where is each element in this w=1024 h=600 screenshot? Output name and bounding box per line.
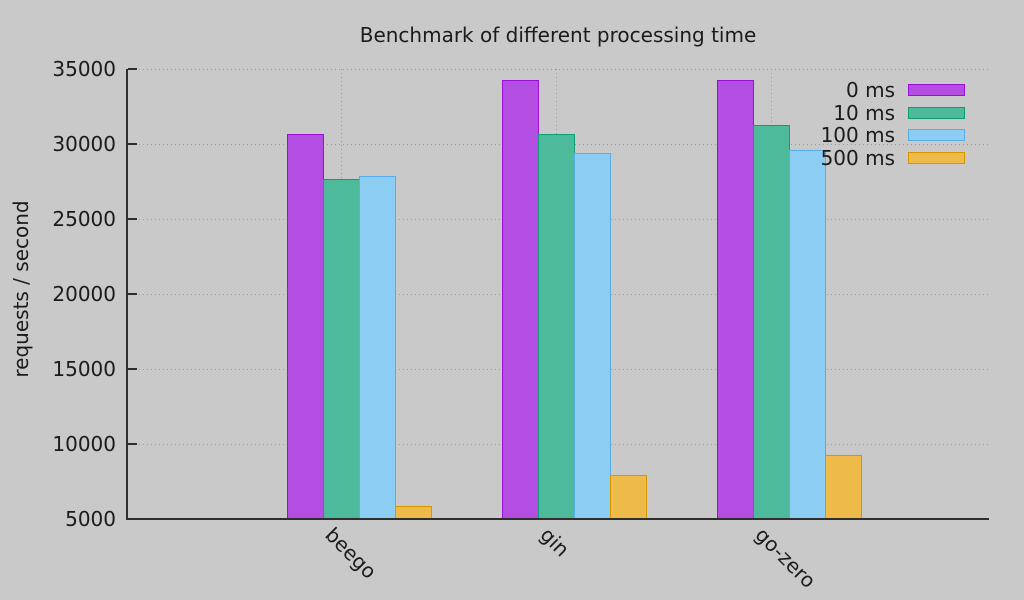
legend-swatch-10-ms (908, 106, 965, 119)
legend-swatch-0-ms (908, 84, 965, 96)
chart-title: Benchmark of different processing time (359, 23, 757, 47)
legend-swatch-500-ms (908, 151, 965, 164)
y-tick-mark (128, 293, 137, 295)
legend-swatch-100-ms (908, 129, 965, 142)
y-tick-mark (128, 218, 137, 220)
x-axis-line (126, 518, 989, 520)
bar-10-ms-go-zero (753, 125, 790, 519)
y-tick-mark (128, 368, 137, 370)
bar-100-ms-beego (359, 175, 396, 519)
y-axis-line (126, 69, 128, 520)
y-tick-mark (128, 68, 137, 70)
y-tick-label: 35000 (52, 57, 116, 81)
bar-0-ms-gin (502, 79, 539, 519)
bar-500-ms-gin (610, 475, 647, 519)
y-tick-mark (128, 143, 137, 145)
y-tick-mark (128, 443, 137, 445)
bar-10-ms-gin (538, 133, 575, 519)
bar-10-ms-beego (323, 178, 360, 519)
legend-label-0-ms: 0 ms (846, 78, 895, 102)
bar-100-ms-go-zero (789, 150, 826, 519)
y-tick-label: 5000 (65, 507, 116, 531)
bar-0-ms-beego (287, 133, 324, 519)
h-gridline (127, 68, 989, 70)
y-tick-label: 30000 (52, 132, 116, 156)
x-category-label: go-zero (750, 522, 821, 593)
y-tick-label: 25000 (52, 207, 116, 231)
legend-label-500-ms: 500 ms (820, 145, 895, 170)
bar-500-ms-go-zero (825, 455, 862, 519)
legend-label-10-ms: 10 ms (833, 100, 895, 125)
bar-100-ms-gin (574, 153, 611, 519)
x-category-label: beego (320, 522, 382, 584)
legend-label-100-ms: 100 ms (820, 123, 895, 148)
y-tick-label: 15000 (52, 357, 116, 381)
x-category-label: gin (535, 522, 575, 562)
y-tick-label: 10000 (52, 432, 116, 456)
bar-0-ms-go-zero (717, 80, 754, 519)
y-tick-label: 20000 (52, 282, 116, 306)
